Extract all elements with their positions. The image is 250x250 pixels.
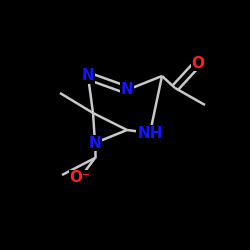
Text: NH: NH <box>137 126 163 140</box>
Text: O⁻: O⁻ <box>70 170 90 186</box>
Text: N: N <box>88 136 102 150</box>
Text: O: O <box>192 56 204 70</box>
Text: N: N <box>120 82 134 98</box>
Text: N: N <box>82 68 94 84</box>
